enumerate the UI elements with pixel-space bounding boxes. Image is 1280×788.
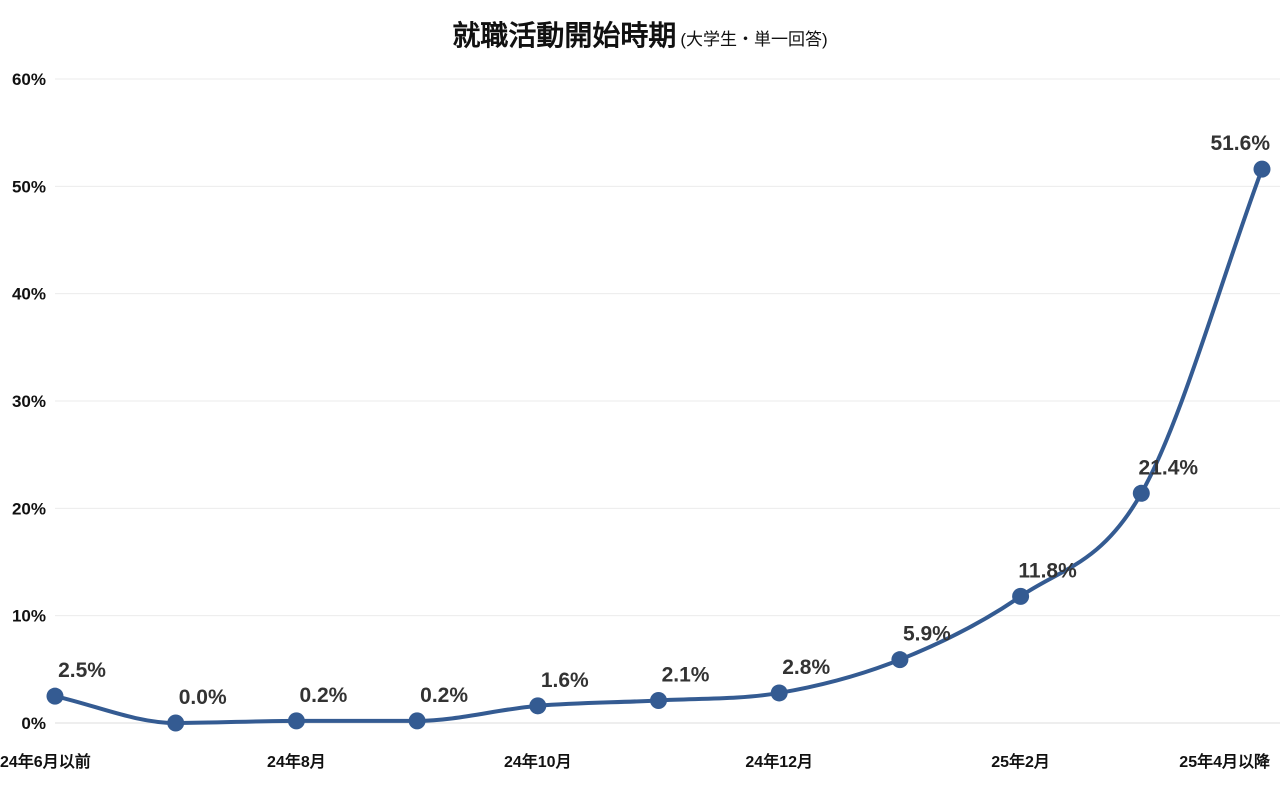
- data-point: [167, 714, 185, 732]
- y-tick-label: 0%: [21, 714, 46, 733]
- data-label: 0.2%: [299, 684, 347, 707]
- data-point: [287, 712, 305, 730]
- chart-title-block: 就職活動開始時期 (大学生・単一回答): [0, 14, 1280, 54]
- series-line: [53, 167, 1264, 725]
- data-label: 21.4%: [1139, 456, 1199, 479]
- data-point: [1012, 587, 1030, 605]
- gridlines: [55, 78, 1280, 724]
- x-axis: 24年6月以前 24年8月 24年10月 24年12月 25年2月 25年4月以降: [0, 752, 1271, 771]
- data-point: [1132, 484, 1150, 502]
- x-tick-label: 24年12月: [745, 752, 813, 771]
- data-label: 2.1%: [662, 663, 710, 686]
- data-label: 2.8%: [782, 656, 830, 679]
- data-label: 11.8%: [1018, 559, 1077, 582]
- data-point: [1253, 160, 1271, 178]
- x-tick-label: 25年4月以降: [1179, 752, 1271, 771]
- chart-subtitle: (大学生・単一回答): [680, 30, 828, 49]
- data-point: [529, 697, 547, 715]
- y-tick-label: 30%: [12, 392, 46, 411]
- y-tick-label: 40%: [12, 285, 46, 304]
- y-tick-label: 20%: [12, 499, 46, 518]
- x-tick-label: 24年10月: [504, 752, 572, 771]
- data-label: 51.6%: [1210, 132, 1270, 155]
- data-label: 2.5%: [58, 659, 106, 682]
- data-point: [891, 651, 909, 669]
- y-tick-label: 60%: [12, 70, 46, 89]
- x-tick-label: 25年2月: [991, 752, 1050, 771]
- data-point: [650, 691, 667, 709]
- chart-title: 就職活動開始時期: [452, 20, 677, 51]
- data-label: 5.9%: [903, 623, 951, 646]
- y-tick-label: 10%: [12, 607, 46, 626]
- data-label: 0.0%: [179, 686, 227, 709]
- x-tick-label: 24年6月以前: [0, 752, 91, 771]
- data-labels: 2.5% 0.0% 0.2% 0.2% 1.6% 2.1% 2.8% 5.9% 11.8% 21.…: [58, 132, 1270, 709]
- data-point: [408, 712, 426, 730]
- x-tick-label: 24年8月: [267, 752, 326, 771]
- y-axis: 0% 10% 20% 30% 40% 50% 60%: [12, 70, 46, 733]
- data-label: 1.6%: [541, 669, 589, 692]
- data-point: [770, 684, 788, 702]
- data-label: 0.2%: [420, 684, 468, 707]
- data-point: [46, 687, 64, 705]
- data-points: [46, 160, 1271, 732]
- y-tick-label: 50%: [12, 177, 46, 196]
